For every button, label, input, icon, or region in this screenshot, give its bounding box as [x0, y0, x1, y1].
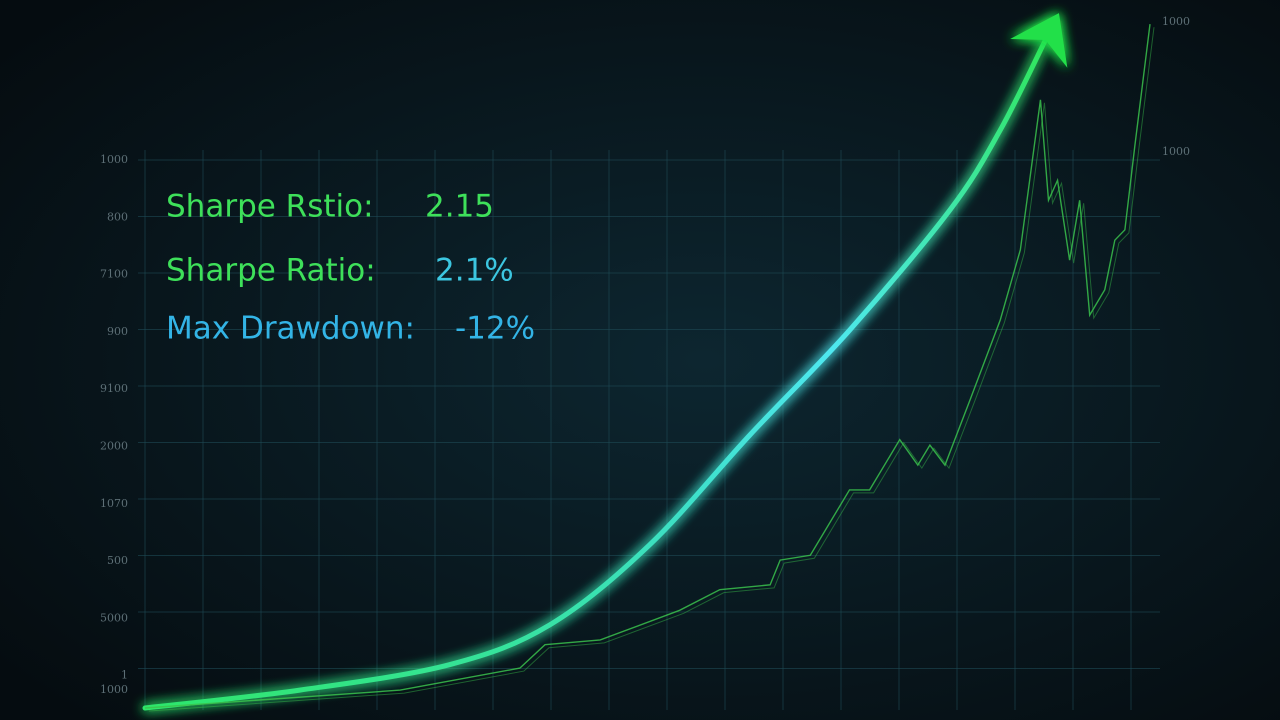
equity-line — [144, 24, 1151, 709]
y-axis-label: 1000 — [100, 683, 128, 696]
y-axis-label: 900 — [107, 325, 128, 338]
stat-label: Sharpe Ratio: — [166, 253, 376, 289]
arrow-head — [1010, 13, 1068, 68]
trend-line — [142, 37, 1048, 711]
stat-value: 2.15 — [425, 189, 494, 225]
equity-line-shadow — [148, 27, 1155, 712]
y-axis-label: 7100 — [100, 268, 128, 281]
stat-label: Sharpe Rstio: — [166, 189, 374, 225]
plot — [142, 13, 1155, 712]
y2-axis-label: 1000 — [1162, 145, 1190, 158]
y-axis-label: 9100 — [100, 382, 128, 395]
y-axis-label: 1000 — [100, 153, 128, 166]
y-axis-label: 800 — [107, 210, 128, 223]
y-axis-label: 2000 — [100, 440, 128, 453]
stat-label: Max Drawdown: — [166, 311, 415, 347]
y-axis-label: 500 — [107, 554, 128, 567]
grid — [138, 150, 1160, 710]
stat-value: -12% — [455, 311, 535, 347]
y2-axis-label: 1000 — [1162, 15, 1190, 28]
labels: 1000800710090091002000107050050001100010… — [100, 15, 1190, 696]
y-axis-label: 1070 — [100, 497, 128, 510]
y-axis-label: 1 — [121, 669, 128, 682]
stat-value: 2.1% — [435, 253, 514, 289]
y-axis-label: 5000 — [100, 611, 128, 624]
